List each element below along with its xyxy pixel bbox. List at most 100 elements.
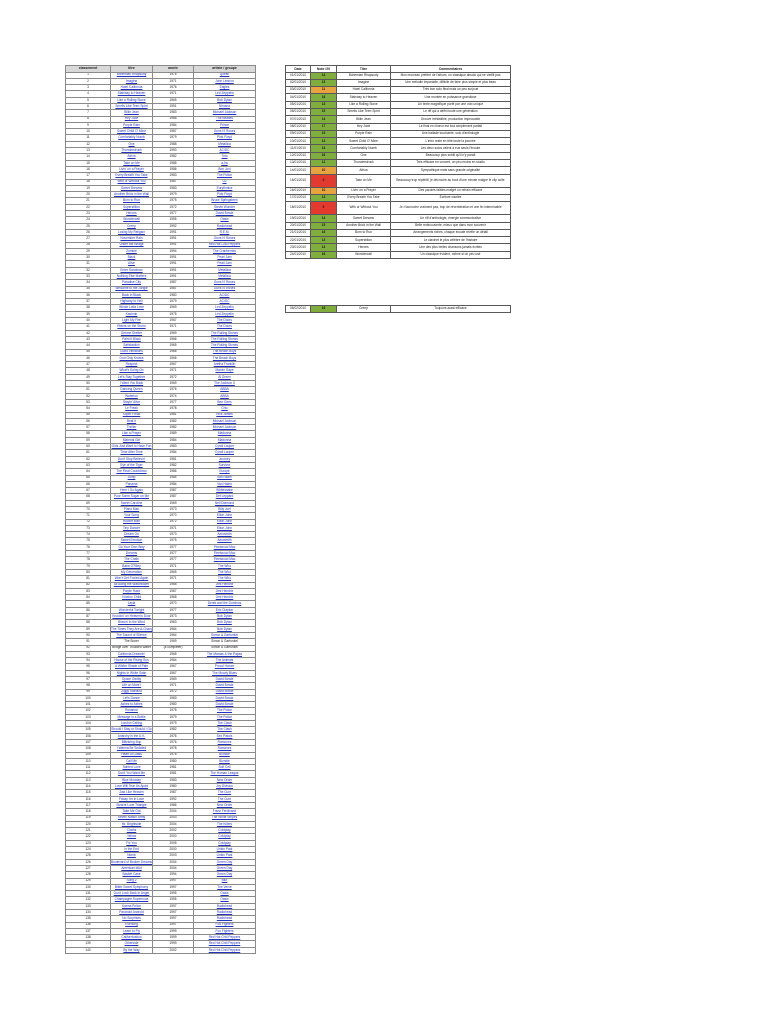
artist-link[interactable]: The Animals [215,658,234,662]
title-link[interactable]: Purple Haze [122,588,141,593]
artist-link[interactable]: Bon Jovi [218,166,231,171]
title-link[interactable]: The Final Countdown [116,469,147,474]
title-link[interactable]: Layla [127,601,136,606]
artist-link[interactable]: U2 [222,179,227,184]
artist-link[interactable]: AC/DC [219,299,230,304]
artist-link[interactable]: Madonna [217,431,232,436]
artist-link[interactable]: Oasis [220,217,229,222]
title-link[interactable]: The Sound of Silence [116,632,147,637]
artist-link[interactable]: Europe [219,469,230,474]
artist-link[interactable]: Jimi Hendrix [215,595,234,600]
title-link[interactable]: Californication [121,935,142,940]
title-link[interactable]: Dreams [125,550,138,555]
artist-link[interactable]: David Bowie [215,702,234,707]
artist-link[interactable]: Madonna [217,437,232,442]
title-link[interactable]: Learn to Fly [123,928,140,933]
artist-link[interactable]: Foo Fighters [215,928,234,933]
title-link[interactable]: California Dreamin' [117,651,145,656]
artist-link[interactable]: Elton John [216,525,233,530]
title-link[interactable]: Seven Nation Army [117,815,146,820]
artist-link[interactable]: Al Green [218,374,231,379]
artist-link[interactable]: Radiohead [216,223,233,228]
title-link[interactable]: Call Me [126,758,137,763]
artist-link[interactable]: Oasis [220,890,229,895]
artist-link[interactable]: Procol Harum [214,664,235,669]
title-link[interactable]: Alive [128,261,135,266]
artist-link[interactable]: Led Zeppelin [215,305,234,310]
artist-link[interactable]: Sex Pistols [216,733,233,738]
artist-link[interactable]: Aerosmith [217,532,232,537]
title-link[interactable]: Won't Get Fooled Again [114,576,149,581]
artist-link[interactable]: Joy Division [215,783,233,788]
artist-link[interactable]: Radiohead [216,909,233,914]
artist-link[interactable]: The Clash [217,720,232,725]
artist-link[interactable]: Radiohead [216,903,233,908]
artist-link[interactable]: New Order [216,777,233,782]
artist-link[interactable]: R.E.M. [219,229,230,234]
title-link[interactable]: Light My Fire [122,317,141,322]
title-link[interactable]: Tainted Love [122,765,141,770]
artist-link[interactable]: The Cure [217,790,232,795]
title-link[interactable]: My Generation [121,569,142,574]
title-link[interactable]: Enter Sandman [120,267,143,272]
artist-link[interactable]: Red Hot Chili Peppers [208,935,241,940]
artist-link[interactable]: John Lennon [215,78,234,83]
artist-link[interactable]: Ramones [217,739,232,744]
artist-link[interactable]: Guns N' Roses [213,286,236,291]
artist-link[interactable]: David Bowie [215,689,234,694]
artist-link[interactable]: Toto [221,154,228,159]
title-link[interactable]: Girls Just Want to Have Fun [111,443,152,448]
title-link[interactable]: Wonderwall [123,217,140,222]
artist-link[interactable]: Rick James [216,412,233,417]
artist-link[interactable]: Oasis [220,897,229,902]
title-link[interactable]: Under the Bridge [119,242,144,247]
title-link[interactable]: One [128,141,135,146]
artist-link[interactable]: Nirvana [219,103,230,108]
artist-link[interactable]: Guns N' Roses [213,280,236,285]
title-link[interactable]: Otherside [124,941,139,946]
artist-link[interactable]: Bob Dylan [217,97,232,102]
artist-link[interactable]: Linkin Park [216,853,233,858]
artist-link[interactable]: The Police [216,708,233,713]
artist-link[interactable]: Cyndi Lauper [215,450,234,455]
title-link[interactable]: Billie Jean [124,110,139,115]
artist-link[interactable]: Red Hot Chili Peppers [208,941,241,946]
artist-link[interactable]: The Doors [217,324,232,329]
artist-link[interactable]: AC/DC [219,147,230,152]
artist-link[interactable]: Cyndi Lauper [215,443,234,448]
artist-link[interactable]: Jimi Hendrix [215,588,234,593]
title-link[interactable]: I Want You Back [119,380,144,385]
title-link[interactable]: By the Way [123,947,140,952]
title-link[interactable]: Tiny Dancer [122,525,141,530]
title-link[interactable]: Anarchy in the U.K. [117,733,146,738]
title-link[interactable]: Roxanne [125,708,138,713]
artist-link[interactable]: Bob Dylan [217,626,232,631]
title-link[interactable]: Thriller [126,425,137,430]
title-link[interactable]: Your Song [124,513,139,518]
title-link[interactable]: Ashes to Ashes [120,702,143,707]
artist-link[interactable]: Metallica [218,273,231,278]
title-link[interactable]: Imagine [125,78,138,83]
title-link[interactable]: Waterloo [125,393,138,398]
title-link[interactable]: Just Like Heaven [119,790,144,795]
title-link[interactable]: Love Will Tear Us Apart [114,783,149,788]
title-link[interactable]: Fix You [126,840,137,845]
title-link[interactable]: Comfortably Numb [118,135,145,140]
title-link[interactable]: Numb [127,853,136,858]
artist-link[interactable]: Foo Fighters [215,922,234,927]
artist-link[interactable]: The Killers [216,821,233,826]
title-link[interactable]: Should I Stay or Should I Go [111,727,152,732]
artist-link[interactable]: The Doors [217,317,232,322]
artist-link[interactable]: Blur [221,878,228,883]
title-link[interactable]: Stairway to Heaven [117,91,146,96]
artist-link[interactable]: Led Zeppelin [215,91,234,96]
artist-link[interactable]: Guns N' Roses [213,236,236,241]
title-link[interactable]: All Along the Watchtower [113,582,150,587]
artist-link[interactable]: Blondie [219,752,230,757]
title-link[interactable]: Karma Police [122,903,141,908]
artist-link[interactable]: Linkin Park [216,846,233,851]
artist-link[interactable]: AC/DC [219,292,230,297]
title-link[interactable]: Jump [127,475,136,480]
title-link[interactable]: Hotel California [120,84,143,89]
title-link[interactable]: Super Freak [122,412,141,417]
